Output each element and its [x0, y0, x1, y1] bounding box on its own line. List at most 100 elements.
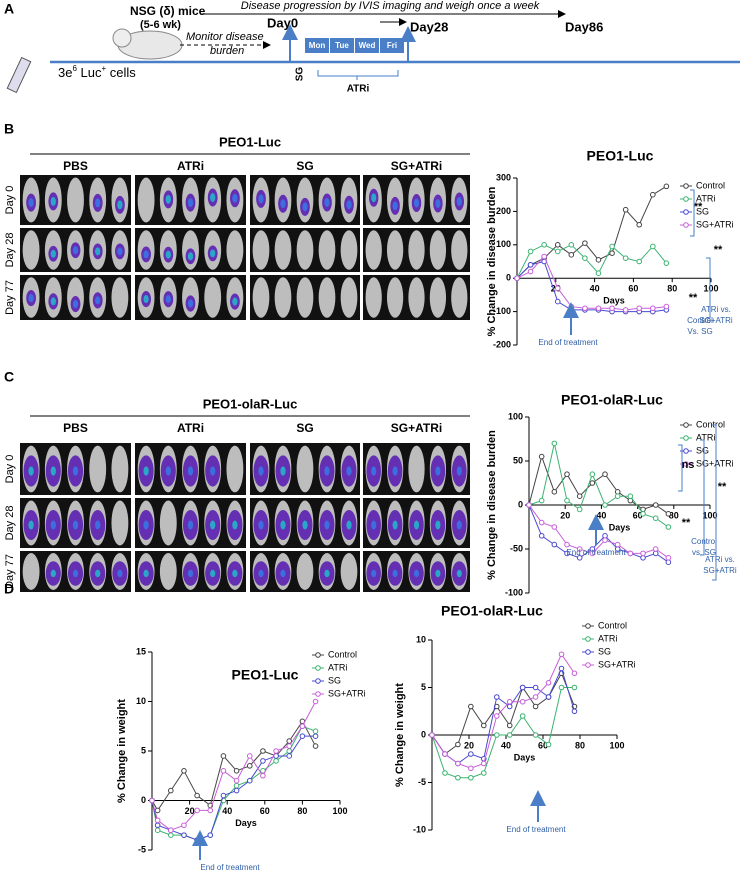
mouse [204, 277, 222, 318]
significance-bracket [690, 189, 695, 237]
legend-marker [683, 435, 689, 441]
series-line [431, 687, 575, 779]
signal [232, 569, 238, 578]
data-point [514, 275, 520, 282]
signal [324, 569, 330, 578]
mouse [429, 277, 447, 318]
data-point [194, 807, 200, 814]
data-point [481, 760, 487, 767]
label: SG [295, 67, 306, 82]
data-point [582, 240, 588, 246]
data-point [622, 206, 629, 213]
data-point [554, 298, 561, 305]
legend-marker [683, 209, 689, 215]
group-label: ATRi [177, 421, 204, 435]
data-point [622, 307, 629, 313]
group-label: SG [296, 159, 313, 173]
y-tick-label: -5 [418, 777, 426, 787]
signal [210, 466, 216, 476]
legend-marker [683, 183, 689, 189]
mouse [111, 445, 129, 493]
data-point [286, 748, 293, 754]
signal [413, 198, 420, 208]
signal [232, 297, 238, 306]
data-point [622, 255, 629, 261]
data-point [168, 827, 174, 834]
data-point [665, 511, 672, 517]
annotation: End of treatment [200, 863, 260, 872]
data-point [602, 471, 608, 478]
data-point [602, 502, 608, 508]
signal [187, 299, 194, 308]
signal [392, 466, 398, 476]
signal [456, 569, 462, 578]
data-point [627, 493, 634, 500]
data-point [286, 743, 293, 749]
y-tick-label: 0 [506, 273, 511, 283]
mouse [451, 230, 468, 270]
signal [143, 295, 149, 304]
row-label: Day 77 [4, 554, 16, 589]
data-point [154, 827, 161, 834]
label: (5-6 wk) [140, 19, 181, 31]
legend-marker [315, 665, 321, 671]
panel-title: PEO1-Luc [219, 134, 281, 149]
x-tick-label: 40 [590, 284, 600, 294]
x-axis-label: Days [603, 296, 625, 306]
data-point [595, 270, 602, 276]
x-tick-label: 80 [297, 806, 307, 816]
annotation: Vs. SG [687, 327, 712, 336]
signal [210, 520, 216, 530]
mouse [252, 230, 270, 270]
signal [324, 520, 330, 530]
label: burden [210, 45, 244, 57]
data-point [532, 732, 539, 738]
data-point [273, 748, 279, 754]
legend-label: SG+ATRi [328, 688, 366, 698]
legend-marker [683, 461, 689, 467]
mouse [89, 445, 107, 493]
y-tick-label: 0 [518, 499, 523, 509]
data-point [455, 774, 461, 781]
signal [187, 569, 194, 578]
x-tick-label: 20 [464, 740, 474, 750]
data-point [468, 765, 474, 772]
mouse [296, 277, 314, 318]
data-point [558, 684, 565, 691]
group-label: PBS [63, 159, 88, 173]
signal [435, 520, 441, 530]
data-point [493, 713, 500, 719]
legend-label: SG [696, 206, 709, 216]
y-tick-label: 15 [136, 646, 146, 656]
annotation: SG+ATRi [703, 566, 737, 575]
mouse [340, 230, 358, 270]
panel-title: PEO1-olaR-Luc [203, 396, 298, 411]
legend-label: ATRi [696, 432, 715, 442]
data-point [538, 533, 545, 539]
signal [50, 520, 56, 530]
significance-bracket [706, 257, 711, 319]
panel-label: A [4, 1, 14, 17]
data-point [595, 257, 602, 263]
data-point [506, 698, 513, 705]
signal [280, 199, 286, 209]
data-point [168, 787, 174, 794]
data-point [260, 748, 266, 754]
x-tick-label: 60 [633, 510, 643, 520]
schematic: NSG (δ) mice (5-6 wk) Disease progressio… [6, 0, 740, 95]
row-label: Day 28 [4, 506, 16, 541]
data-point [181, 768, 187, 774]
legend-marker [315, 678, 321, 684]
data-point [538, 453, 545, 460]
signal [456, 466, 462, 476]
data-point [468, 751, 474, 757]
label: NSG (δ) mice [130, 4, 206, 18]
data-point [595, 305, 602, 312]
y-tick-label: 100 [496, 239, 511, 249]
mouse [226, 445, 244, 493]
data-point [614, 493, 621, 500]
data-point [650, 191, 656, 198]
data-point [286, 738, 293, 744]
data-point [526, 502, 532, 508]
mouse [22, 553, 40, 590]
